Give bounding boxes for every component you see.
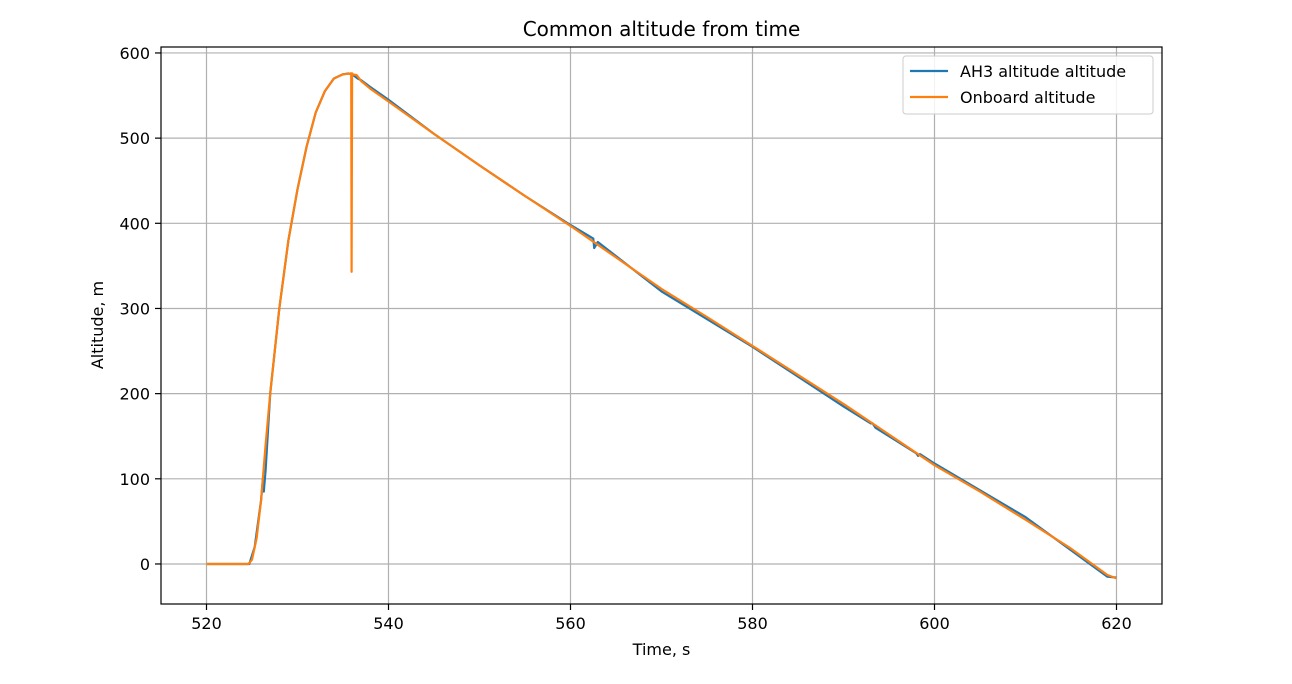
legend: AH3 altitude altitude Onboard altitude bbox=[902, 55, 1154, 115]
y-tick-label: 500 bbox=[119, 129, 150, 148]
x-tick-label: 540 bbox=[373, 614, 404, 633]
series-lines bbox=[206, 72, 1117, 580]
x-tick-label: 600 bbox=[919, 614, 950, 633]
y-tick-label: 600 bbox=[119, 44, 150, 63]
y-tick-label: 200 bbox=[119, 385, 150, 404]
y-tick-label: 100 bbox=[119, 470, 150, 489]
axis-ticks: 520 540 560 580 600 620 0 100 200 300 400 500 600 bbox=[119, 44, 1131, 633]
y-tick-label: 0 bbox=[140, 555, 150, 574]
legend-box bbox=[902, 55, 1154, 115]
legend-label-onboard: Onboard altitude bbox=[960, 88, 1095, 107]
x-axis-label: Time, s bbox=[632, 640, 691, 659]
chart-title: Common altitude from time bbox=[523, 17, 801, 41]
series-line-onboard bbox=[206, 72, 1117, 580]
x-tick-label: 620 bbox=[1101, 614, 1132, 633]
x-tick-label: 520 bbox=[191, 614, 222, 633]
series-line-ah3 bbox=[206, 72, 1117, 579]
y-tick-label: 400 bbox=[119, 214, 150, 233]
y-axis-label: Altitude, m bbox=[88, 281, 107, 369]
y-tick-label: 300 bbox=[119, 299, 150, 318]
plot-frame bbox=[160, 46, 1163, 605]
grid-lines bbox=[161, 47, 1162, 604]
x-tick-label: 560 bbox=[555, 614, 586, 633]
legend-label-ah3: AH3 altitude altitude bbox=[960, 62, 1126, 81]
x-tick-label: 580 bbox=[737, 614, 768, 633]
